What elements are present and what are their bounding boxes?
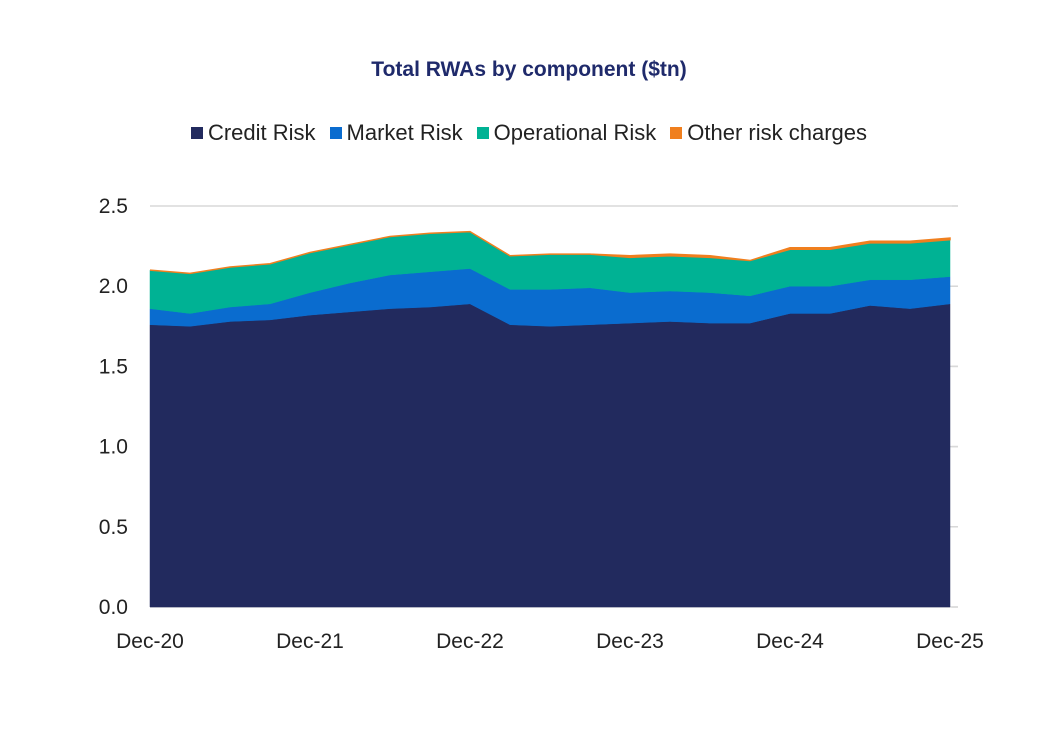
x-tick-label: Dec-24 bbox=[756, 630, 824, 653]
legend-label: Operational Risk bbox=[493, 120, 657, 145]
legend-item-other-risk-charges: Other risk charges bbox=[670, 120, 867, 146]
legend: Credit Risk Market Risk Operational Risk… bbox=[0, 120, 1058, 146]
legend-item-credit-risk: Credit Risk bbox=[190, 120, 316, 146]
y-tick-label: 1.0 bbox=[99, 436, 128, 459]
y-tick-label: 0.5 bbox=[99, 516, 128, 539]
y-tick-label: 1.5 bbox=[99, 355, 128, 378]
legend-swatch bbox=[476, 127, 489, 139]
x-tick-label: Dec-20 bbox=[116, 630, 184, 653]
area-credit-risk bbox=[149, 303, 951, 608]
y-tick-label: 2.5 bbox=[99, 195, 128, 218]
x-tick-label: Dec-22 bbox=[436, 630, 504, 653]
y-tick-label: 0.0 bbox=[99, 596, 128, 619]
x-tick-label: Dec-21 bbox=[276, 630, 344, 653]
legend-label: Market Risk bbox=[346, 120, 463, 145]
legend-item-market-risk: Market Risk bbox=[329, 120, 463, 146]
y-tick-label: 2.0 bbox=[99, 275, 128, 298]
x-tick-label: Dec-25 bbox=[916, 630, 984, 653]
legend-label: Credit Risk bbox=[207, 120, 316, 145]
legend-swatch bbox=[190, 127, 203, 139]
legend-swatch bbox=[670, 127, 683, 139]
area-other-risk-charges bbox=[149, 230, 951, 275]
legend-item-operational-risk: Operational Risk bbox=[476, 120, 657, 146]
legend-swatch bbox=[329, 127, 342, 139]
legend-label: Other risk charges bbox=[687, 120, 868, 145]
chart-title: Total RWAs by component ($tn) bbox=[371, 58, 687, 81]
x-tick-label: Dec-23 bbox=[596, 630, 664, 653]
